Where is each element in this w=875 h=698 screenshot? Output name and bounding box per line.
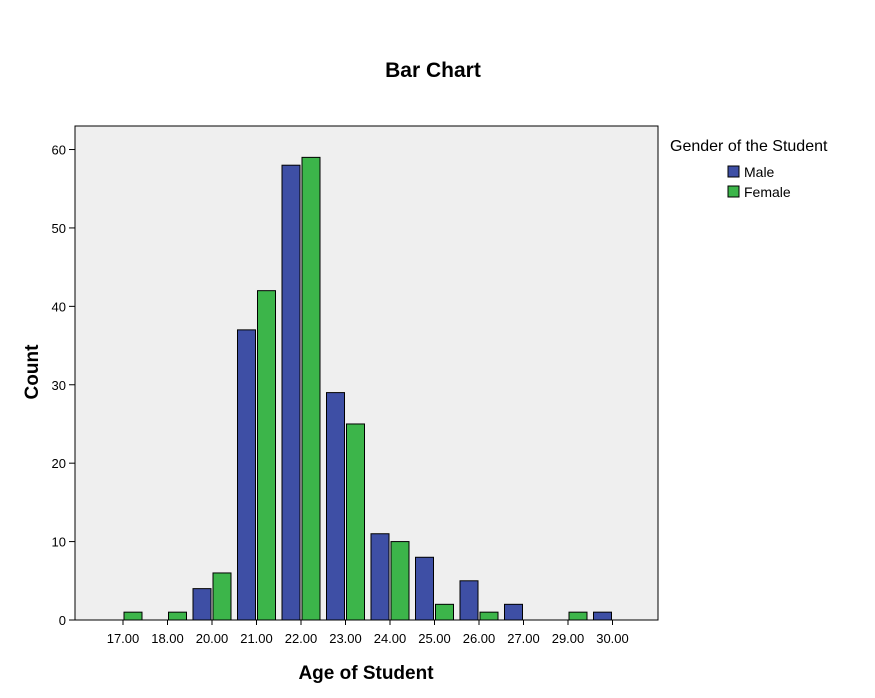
y-tick-label: 60: [52, 143, 66, 158]
y-tick-label: 20: [52, 456, 66, 471]
x-tick-label: 23.00: [329, 631, 362, 646]
bar-male-24.00: [370, 533, 390, 621]
bar-female-29.00: [568, 611, 588, 621]
x-tick-label: 25.00: [418, 631, 451, 646]
bar-female-17.00: [123, 611, 143, 621]
y-tick-label: 10: [52, 535, 66, 550]
legend-title: Gender of the Student: [670, 138, 828, 155]
bar-male-25.00: [415, 556, 434, 621]
bar-female-18.00: [168, 611, 187, 621]
x-tick-label: 26.00: [463, 631, 496, 646]
x-tick-label: 24.00: [374, 631, 407, 646]
x-tick-label: 20.00: [196, 631, 229, 646]
x-tick-label: 29.00: [552, 631, 585, 646]
x-tick-label: 22.00: [285, 631, 318, 646]
x-tick-label: 30.00: [596, 631, 629, 646]
legend-label-female: Female: [744, 184, 791, 200]
x-tick-label: 27.00: [507, 631, 540, 646]
x-axis: 17.00 18.00 20.00 21.00 22.00 23.00 24.00 25.00…: [107, 620, 629, 646]
y-tick-label: 40: [52, 299, 66, 314]
y-tick-label: 50: [52, 221, 66, 236]
bar-female-22.00: [301, 156, 321, 621]
bar-female-25.00: [435, 603, 454, 621]
legend-label-male: Male: [744, 164, 775, 180]
y-axis-label: Count: [22, 344, 43, 400]
legend: Gender of the Student Male Female: [670, 138, 828, 200]
bar-female-21.00: [257, 290, 276, 621]
bar-female-20.00: [212, 572, 232, 621]
y-tick-label: 0: [59, 613, 66, 628]
bar-male-30.00: [593, 611, 612, 621]
plot-area: [74, 125, 659, 621]
bar-male-27.00: [504, 603, 523, 621]
y-axis: 0 10 20 30 40 50 60: [52, 143, 75, 628]
x-tick-label: 18.00: [151, 631, 184, 646]
bars-group: [123, 156, 612, 621]
bar-male-26.00: [459, 580, 479, 621]
bar-male-21.00: [237, 329, 256, 621]
x-axis-label: Age of Student: [298, 663, 434, 684]
y-tick-label: 30: [52, 378, 66, 393]
x-tick-label: 17.00: [107, 631, 140, 646]
legend-swatch-male: [727, 165, 740, 178]
chart-title: Bar Chart: [385, 59, 481, 82]
bar-female-23.00: [346, 423, 365, 621]
bar-male-22.00: [281, 164, 301, 621]
x-tick-label: 21.00: [240, 631, 273, 646]
bar-male-20.00: [192, 588, 212, 621]
bar-female-26.00: [479, 611, 499, 621]
bar-male-23.00: [326, 392, 345, 621]
bar-female-24.00: [390, 541, 410, 621]
legend-swatch-female: [727, 185, 740, 198]
